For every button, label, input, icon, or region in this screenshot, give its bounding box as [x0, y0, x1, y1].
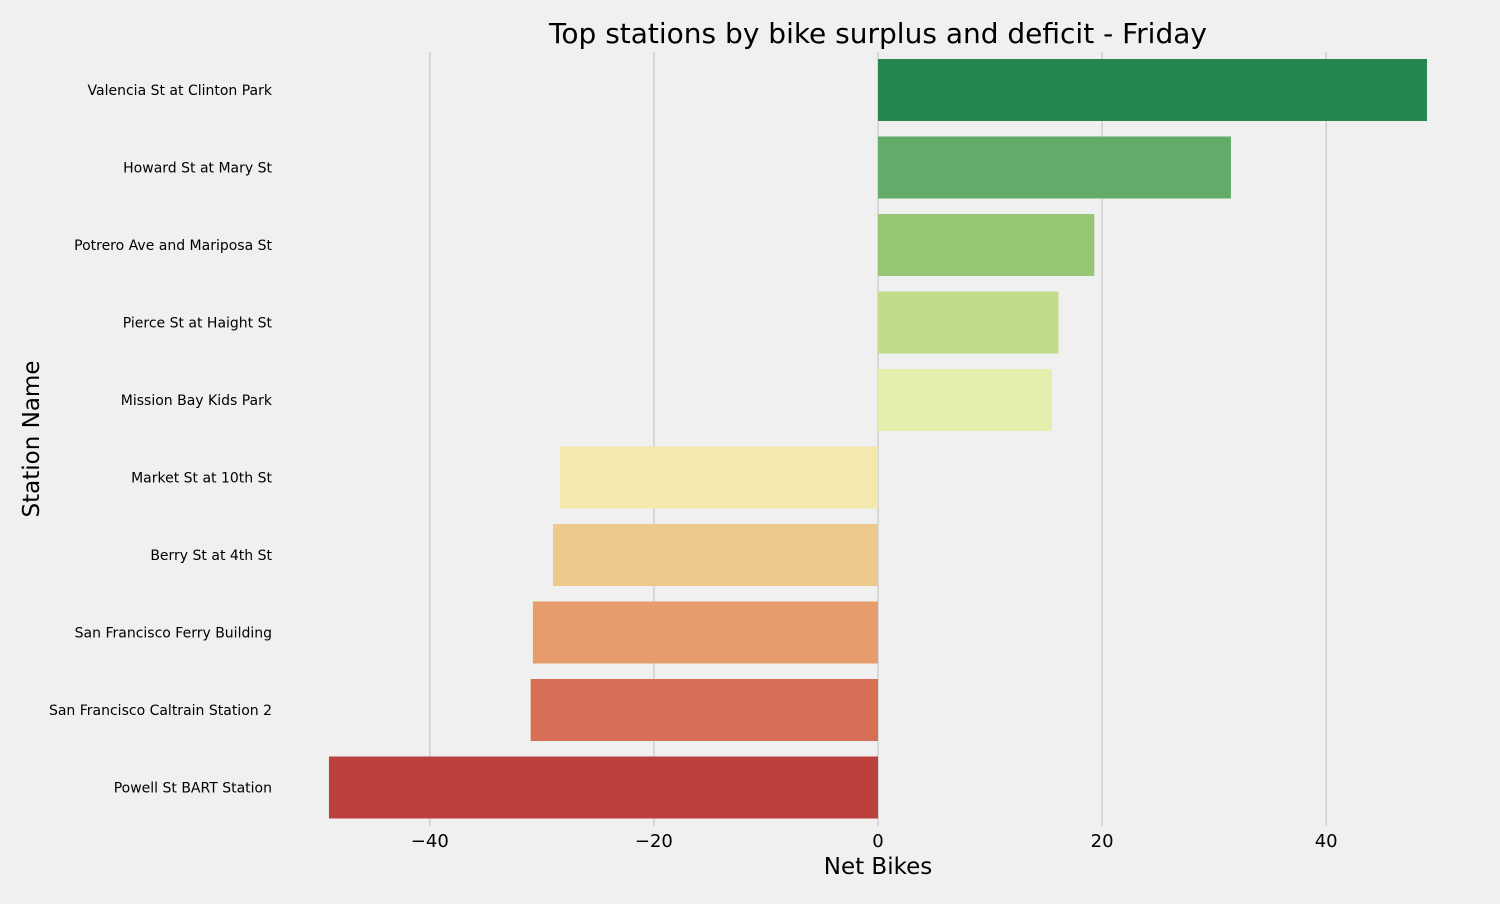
- x-axis-label: Net Bikes: [824, 854, 933, 880]
- y-tick-labels: Valencia St at Clinton Park Howard St at …: [49, 83, 273, 797]
- bar-3: [878, 214, 1095, 276]
- y-tick-label: San Francisco Caltrain Station 2: [49, 703, 272, 719]
- y-tick-label: Howard St at Mary St: [123, 161, 272, 177]
- bar-10: [328, 756, 878, 819]
- x-tick-labels: −40 −20 0 20 40: [411, 831, 1338, 852]
- bar-4: [878, 291, 1059, 354]
- y-tick-label: Mission Bay Kids Park: [121, 393, 273, 409]
- x-tick-label: 40: [1315, 831, 1338, 852]
- bar-1: [878, 59, 1428, 121]
- chart-title: Top stations by bike surplus and deficit…: [548, 17, 1207, 50]
- bar-9: [530, 679, 878, 741]
- y-tick-label: Berry St at 4th St: [150, 548, 272, 564]
- x-tick-label: −40: [411, 831, 449, 852]
- x-tick-label: 20: [1091, 831, 1114, 852]
- y-tick-label: Powell St BART Station: [114, 781, 272, 797]
- x-tick-label: 0: [872, 831, 883, 852]
- y-tick-label: Pierce St at Haight St: [123, 316, 273, 332]
- x-tick-label: −20: [635, 831, 673, 852]
- y-tick-label: Potrero Ave and Mariposa St: [74, 238, 272, 254]
- bar-7: [553, 524, 878, 586]
- bar-6: [559, 446, 878, 509]
- y-tick-label: Valencia St at Clinton Park: [88, 83, 273, 99]
- bar-8: [532, 601, 878, 664]
- bar-5: [878, 369, 1052, 431]
- y-tick-label: Market St at 10th St: [131, 471, 272, 487]
- y-tick-label: San Francisco Ferry Building: [75, 626, 272, 642]
- bar-layer: [328, 59, 1428, 819]
- bar-2: [878, 136, 1231, 199]
- y-axis-label: Station Name: [19, 361, 45, 518]
